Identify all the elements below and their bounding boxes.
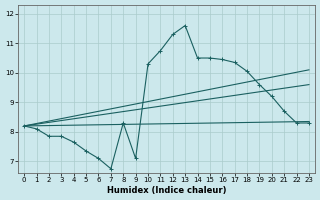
X-axis label: Humidex (Indice chaleur): Humidex (Indice chaleur) (107, 186, 226, 195)
